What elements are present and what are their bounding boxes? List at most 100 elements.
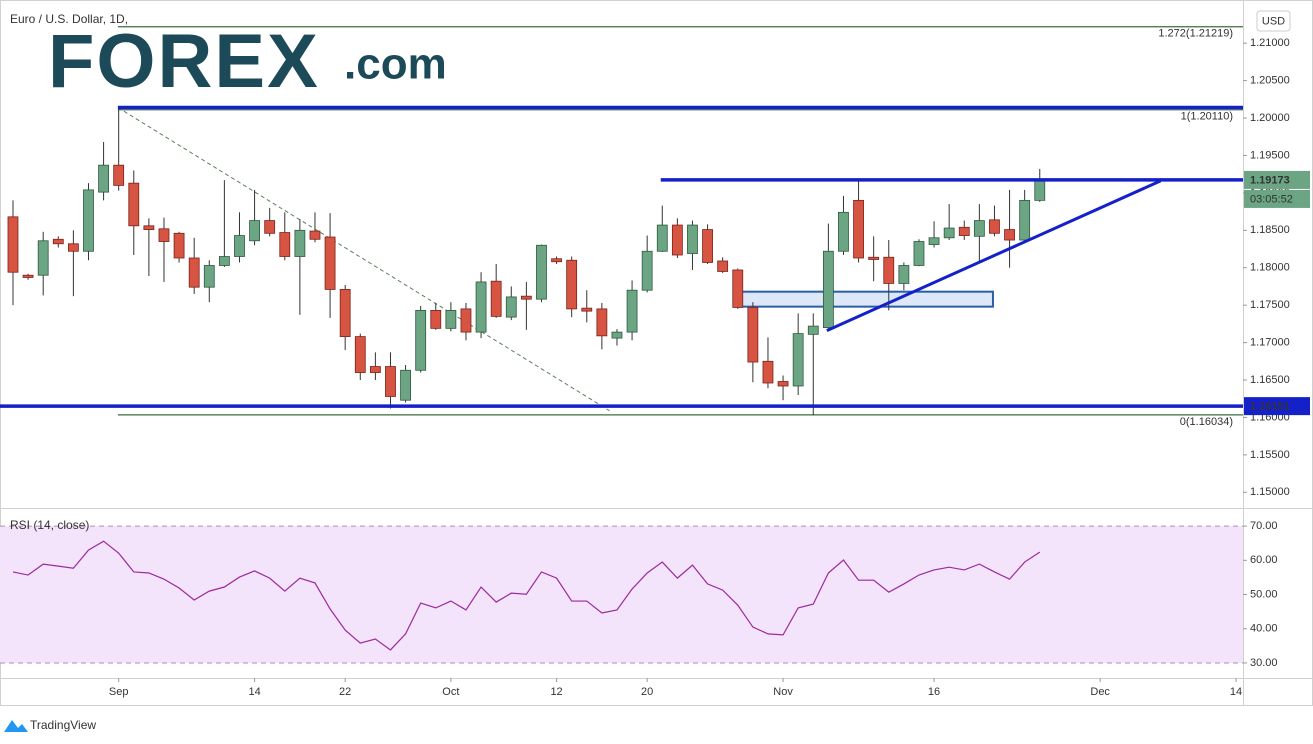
logo: FOREX (48, 19, 320, 104)
y-tick-label: 1.21000 (1250, 37, 1290, 49)
candle-body (807, 325, 819, 335)
candle-body (369, 366, 381, 373)
y-tick-label: 1.19500 (1250, 149, 1290, 161)
y-tick-label: 1.15000 (1250, 486, 1290, 498)
y-tick-label: 1.18000 (1250, 262, 1290, 274)
currency-box (1256, 10, 1291, 32)
candle-body (596, 308, 608, 337)
price-label-box (1244, 170, 1310, 189)
candle-body (913, 241, 925, 266)
logo-suffix: .com (344, 40, 447, 89)
fib-label: 1.272(1.21219) (1158, 28, 1233, 40)
y-tick-label: 1.17500 (1250, 299, 1290, 311)
candle-body (188, 257, 200, 288)
candle-body (581, 307, 593, 312)
x-tick-label: 16 (928, 686, 940, 698)
candle-body (324, 236, 336, 290)
candle-body (415, 309, 427, 371)
y-tick-label: 1.18500 (1250, 224, 1290, 236)
candle-body (898, 265, 910, 284)
y-tick-label: 60.00 (1250, 554, 1278, 566)
candle-body (430, 309, 442, 329)
candle-body (7, 216, 19, 273)
candle-body (309, 230, 321, 240)
candle-body (611, 331, 623, 339)
candle-body (505, 296, 517, 318)
candle-body (354, 336, 366, 373)
y-tick-label: 70.00 (1250, 520, 1278, 532)
candle-body (671, 224, 683, 256)
footer: TradingView (30, 718, 96, 732)
candle-body (973, 220, 985, 237)
countdown-box (1244, 189, 1310, 208)
candle-body (656, 224, 668, 252)
candle-body (943, 227, 955, 239)
candle-body (702, 229, 713, 263)
candle-body (868, 256, 880, 260)
y-tick-label: 50.00 (1250, 588, 1278, 600)
rsi-band (0, 526, 1243, 663)
x-tick-label: 22 (339, 686, 351, 698)
candle-body (551, 258, 562, 263)
candle-body (460, 308, 472, 333)
y-tick-label: 30.00 (1250, 657, 1278, 669)
rsi-title: RSI (14, close) (10, 518, 89, 532)
countdown: 03:05:52 (1250, 193, 1293, 205)
candle-body (687, 224, 698, 254)
candle-body (853, 199, 864, 259)
candle-body (264, 220, 276, 234)
y-tick-label: 1.15500 (1250, 449, 1290, 461)
candle-body (520, 295, 532, 300)
candle-body (928, 237, 940, 245)
candle-body (203, 265, 215, 288)
candle-body (883, 256, 895, 284)
candle-body (732, 269, 744, 308)
trendline (826, 179, 1162, 332)
candle-body (838, 211, 849, 252)
y-tick-label: 1.20000 (1250, 112, 1290, 124)
x-tick-label: Sep (109, 686, 129, 698)
x-tick-label: Dec (1090, 686, 1110, 698)
candle-body (83, 189, 94, 252)
dashed-line (117, 107, 610, 412)
candle-body (536, 244, 547, 300)
candle-body (143, 225, 155, 230)
candle-body (747, 306, 759, 363)
candle-body (294, 229, 306, 257)
y-tick-label: 1.17000 (1250, 336, 1290, 348)
candle-body (249, 220, 260, 242)
candle-body (792, 333, 804, 387)
x-tick-label: 12 (550, 686, 562, 698)
candle-body (490, 280, 502, 317)
candle-body (566, 259, 578, 310)
candle-body (1034, 179, 1046, 201)
candle-body (279, 232, 291, 257)
price-label: 1.16151 (1250, 401, 1290, 413)
candle-body (762, 360, 774, 384)
candle-body (475, 281, 487, 333)
candle-body (1004, 229, 1015, 241)
price-label-box (1244, 397, 1310, 416)
candle-body (234, 235, 245, 257)
candle-body (67, 243, 79, 252)
candle-body (173, 232, 185, 259)
x-tick-label: 20 (641, 686, 653, 698)
candle-body (385, 366, 396, 397)
candle-body (22, 274, 34, 278)
y-tick-label: 40.00 (1250, 623, 1278, 635)
range-box (733, 290, 994, 308)
rsi-line (12, 540, 1041, 651)
price-label: 1.19173 (1250, 174, 1290, 186)
candle-body (958, 226, 970, 236)
candle-body (98, 164, 109, 193)
candle-body (113, 164, 125, 186)
candle-body (400, 369, 411, 401)
candle-body (158, 228, 170, 242)
candle-body (339, 289, 351, 337)
y-tick-label: 1.16500 (1250, 374, 1290, 386)
candle-body (989, 219, 1000, 234)
candle-body (52, 238, 64, 245)
candle-body (777, 381, 789, 387)
plot: Sep 14 22 Oct 12 20 Nov 16 Dec 14 1.15000 1.15500 1.… (0, 26, 1310, 698)
